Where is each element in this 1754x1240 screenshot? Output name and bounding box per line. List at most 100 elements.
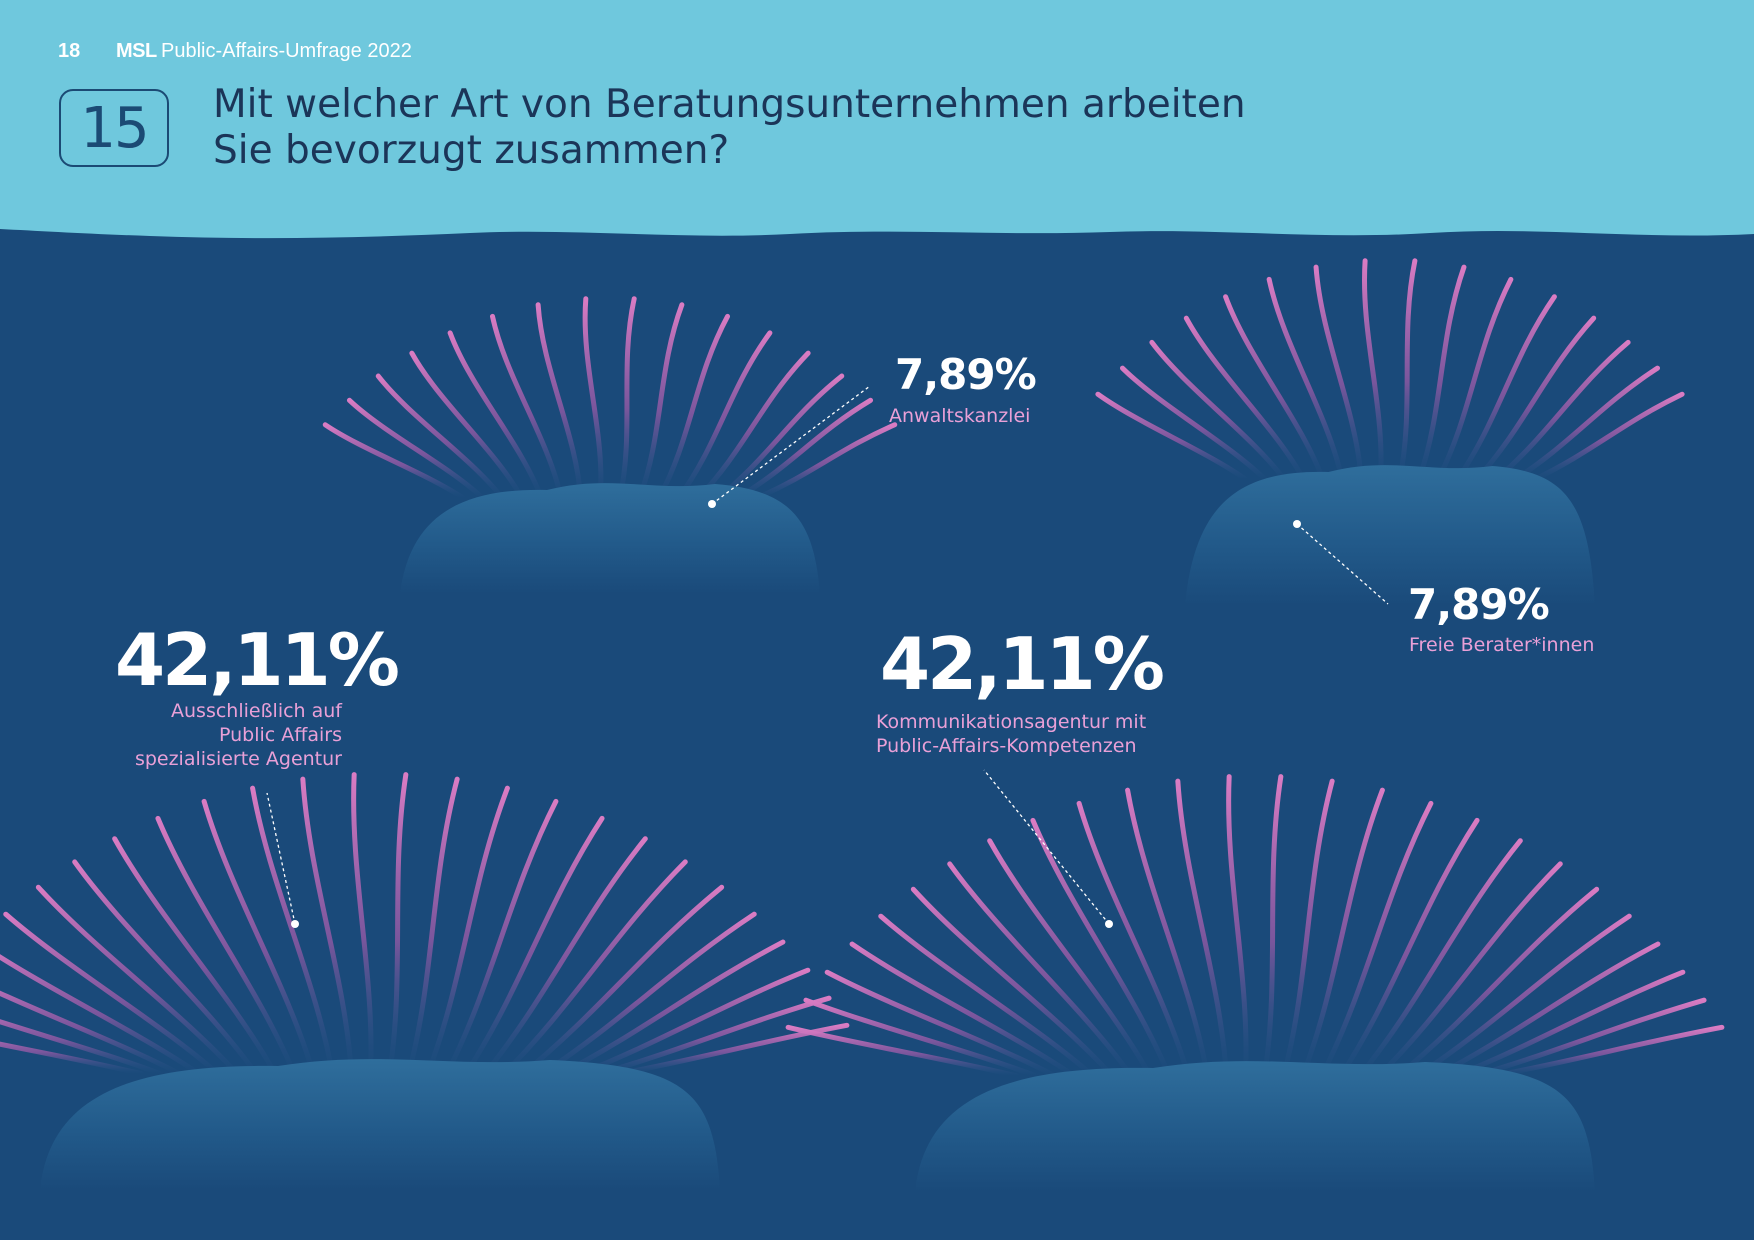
island-freie-berater bbox=[1185, 465, 1595, 606]
tentacle bbox=[1376, 861, 1563, 1079]
creature-freie-berater bbox=[1095, 258, 1685, 606]
tentacle bbox=[1076, 800, 1191, 1079]
tentacle bbox=[1125, 787, 1210, 1079]
tentacle bbox=[1473, 315, 1597, 483]
tentacle bbox=[947, 861, 1134, 1079]
tentacle bbox=[1226, 774, 1249, 1079]
tentacle bbox=[1030, 817, 1172, 1079]
tentacle bbox=[1416, 264, 1467, 483]
tentacle bbox=[1119, 365, 1269, 483]
tentacle bbox=[849, 941, 1077, 1079]
value-label-freie-berater: 7,89% bbox=[1408, 580, 1550, 629]
tentacle bbox=[1281, 778, 1335, 1079]
value-label-spezialisierte-agentur: 42,11% bbox=[115, 618, 400, 702]
question-title-line: Sie bevorzugt zusammen? bbox=[213, 128, 730, 173]
tentacle bbox=[1531, 391, 1685, 483]
tentacle bbox=[1511, 365, 1661, 483]
tentacle bbox=[1095, 391, 1249, 483]
creature-kommunikationsagentur bbox=[785, 774, 1725, 1192]
category-label-line: Ausschließlich auf bbox=[171, 700, 342, 722]
tentacle bbox=[1492, 339, 1631, 483]
question-number-box: 15 bbox=[59, 89, 169, 167]
tentacle bbox=[3, 911, 221, 1077]
tentacle bbox=[155, 815, 297, 1077]
page-number: 18 bbox=[58, 40, 81, 62]
leader-dot bbox=[708, 500, 716, 508]
creature-spezialisierte-agentur bbox=[0, 772, 850, 1190]
tentacle bbox=[406, 776, 460, 1077]
tentacle bbox=[1435, 276, 1514, 483]
value-label-anwaltskanzlei: 7,89% bbox=[895, 350, 1037, 399]
tentacle bbox=[35, 884, 240, 1077]
leader-line bbox=[1296, 523, 1389, 605]
tentacle bbox=[695, 350, 811, 501]
tentacle bbox=[409, 350, 525, 501]
tentacle bbox=[656, 313, 731, 501]
tentacle bbox=[1262, 774, 1284, 1079]
leader-freie-berater bbox=[1293, 520, 1389, 605]
tentacle bbox=[824, 969, 1058, 1079]
tentacle bbox=[878, 913, 1096, 1079]
category-label-line: Kommunikationsagentur mit bbox=[876, 711, 1147, 733]
tentacle bbox=[1454, 294, 1557, 483]
tentacle bbox=[1362, 258, 1384, 483]
tentacle bbox=[0, 1019, 164, 1077]
tentacles-kommunikationsagentur bbox=[785, 774, 1725, 1079]
tentacle bbox=[539, 911, 757, 1077]
tentacle bbox=[1490, 1024, 1725, 1079]
tentacle bbox=[1338, 817, 1480, 1079]
category-label-line: Public Affairs bbox=[219, 724, 342, 746]
tentacle bbox=[501, 859, 688, 1077]
island-kommunikationsagentur bbox=[915, 1061, 1595, 1192]
tentacle bbox=[1471, 997, 1707, 1079]
tentacle bbox=[1175, 778, 1229, 1079]
tentacle bbox=[535, 302, 584, 501]
tentacle bbox=[558, 939, 786, 1077]
category-label-freie-berater: Freie Berater*innen bbox=[1409, 634, 1595, 656]
leader-spezialisierte-agentur bbox=[266, 792, 299, 928]
tentacle bbox=[734, 397, 874, 501]
question-title: Mit welcher Art von Beratungsunternehmen… bbox=[213, 82, 1246, 174]
tentacle bbox=[803, 997, 1039, 1079]
leader-kommunikationsagentur bbox=[983, 769, 1113, 928]
tentacle bbox=[636, 302, 685, 501]
tentacle bbox=[1183, 315, 1307, 483]
question-title-line: Mit welcher Art von Beratungsunternehmen… bbox=[213, 82, 1246, 127]
tentacle bbox=[1397, 258, 1418, 483]
tentacle bbox=[1266, 276, 1345, 483]
leader-dot bbox=[1105, 920, 1113, 928]
tentacle bbox=[387, 772, 409, 1077]
tentacle bbox=[715, 373, 845, 501]
tentacle bbox=[0, 1041, 145, 1077]
category-label-line: spezialisierte Agentur bbox=[134, 748, 342, 770]
tentacle bbox=[754, 422, 898, 501]
leader-line bbox=[266, 792, 296, 925]
tentacle bbox=[425, 785, 510, 1077]
category-label-anwaltskanzlei: Anwaltskanzlei bbox=[889, 405, 1031, 427]
value-label-kommunikationsagentur: 42,11% bbox=[880, 622, 1165, 706]
leader-dot bbox=[1293, 520, 1301, 528]
tentacle bbox=[250, 785, 335, 1077]
category-label-line: Public-Affairs-Kompetenzen bbox=[876, 735, 1137, 757]
leader-dot bbox=[291, 920, 299, 928]
tentacles-anwaltskanzlei bbox=[322, 296, 898, 501]
tentacle bbox=[1300, 787, 1385, 1079]
tentacle bbox=[1414, 913, 1632, 1079]
tentacle bbox=[617, 296, 637, 501]
tentacle bbox=[987, 838, 1153, 1079]
tentacles-freie-berater bbox=[1095, 258, 1685, 483]
leader-line bbox=[711, 385, 871, 505]
tentacle bbox=[112, 836, 278, 1077]
header-background bbox=[0, 0, 1754, 239]
tentacle bbox=[676, 330, 773, 501]
tentacle bbox=[0, 990, 183, 1077]
tentacle bbox=[1452, 969, 1686, 1079]
island-spezialisierte-agentur bbox=[40, 1059, 720, 1190]
tentacle bbox=[1223, 294, 1326, 483]
question-number: 15 bbox=[80, 95, 149, 161]
tentacle bbox=[596, 995, 832, 1077]
island-anwaltskanzlei bbox=[400, 483, 820, 594]
tentacle bbox=[346, 397, 486, 501]
